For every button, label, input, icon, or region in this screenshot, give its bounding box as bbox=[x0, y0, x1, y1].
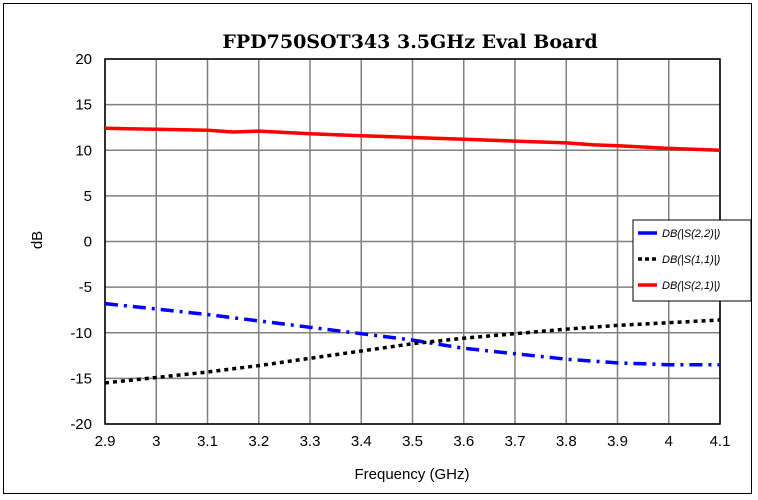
series-2-point bbox=[105, 382, 106, 383]
x-tick-label: 4 bbox=[665, 433, 673, 450]
series-2-point bbox=[258, 365, 259, 366]
series-3-point bbox=[233, 132, 234, 133]
y-tick-label: -5 bbox=[79, 279, 92, 296]
series-1-point bbox=[515, 353, 516, 354]
series-1-point bbox=[617, 362, 618, 363]
x-tick-label: 3.1 bbox=[197, 433, 218, 450]
x-tick-label: 3.6 bbox=[453, 433, 474, 450]
x-axis-label: Frequency (GHz) bbox=[354, 466, 469, 483]
x-tick-label: 3.4 bbox=[351, 433, 372, 450]
series-3-point bbox=[591, 144, 592, 145]
series-3-point bbox=[463, 139, 464, 140]
y-tick-label: -15 bbox=[70, 370, 92, 387]
series-3-point bbox=[412, 137, 413, 138]
series-3-point bbox=[156, 129, 157, 130]
grid bbox=[104, 58, 721, 425]
x-tick-label: 3 bbox=[152, 433, 160, 450]
chart-title: FPD750SOT343 3.5GHz Eval Board bbox=[222, 31, 597, 53]
series-3-point bbox=[720, 150, 721, 151]
series-line-3 bbox=[104, 126, 721, 153]
series-3-point bbox=[668, 148, 669, 149]
y-tick-label: 0 bbox=[84, 234, 92, 251]
series-2-point bbox=[310, 358, 311, 359]
series-2-point bbox=[412, 343, 413, 344]
series-3-point bbox=[258, 131, 259, 132]
series-2-point bbox=[361, 351, 362, 352]
series-line-2 bbox=[104, 318, 721, 385]
series-3-point bbox=[310, 133, 311, 134]
y-tick-label: 20 bbox=[75, 51, 92, 68]
x-tick-label: 3.3 bbox=[300, 433, 321, 450]
series-group bbox=[104, 126, 721, 385]
series-2-point bbox=[207, 371, 208, 372]
series-1-point bbox=[105, 303, 106, 304]
series-3-point bbox=[566, 142, 567, 143]
series-1-point bbox=[361, 333, 362, 334]
series-1-point bbox=[463, 348, 464, 349]
series-1-point bbox=[412, 340, 413, 341]
legend-label-2: DB(|S(1,1)|) bbox=[662, 254, 721, 266]
x-tick-label: 3.5 bbox=[402, 433, 423, 450]
legend: DB(|S(2,2)|) DB(|S(1,1)|) DB(|S(2,1)|) bbox=[632, 219, 752, 302]
y-tick-label: 15 bbox=[75, 97, 92, 114]
series-1-point bbox=[156, 309, 157, 310]
series-1-point bbox=[258, 320, 259, 321]
series-2-point bbox=[720, 319, 721, 320]
series-3-point bbox=[207, 130, 208, 131]
x-tick-label: 3.2 bbox=[248, 433, 269, 450]
y-tick-label: 10 bbox=[75, 142, 92, 159]
series-2-point bbox=[515, 333, 516, 334]
y-axis-label: dB bbox=[29, 231, 46, 249]
series-1-point bbox=[207, 314, 208, 315]
series-2-point bbox=[463, 338, 464, 339]
series-1-point bbox=[720, 364, 721, 365]
y-tick-label: -20 bbox=[70, 416, 92, 433]
series-2-point bbox=[617, 325, 618, 326]
series-3-point bbox=[361, 135, 362, 136]
legend-label-1: DB(|S(2,2)|) bbox=[662, 228, 721, 240]
series-3-point bbox=[617, 145, 618, 146]
y-tick-label: 5 bbox=[84, 188, 92, 205]
x-tick-label: 3.8 bbox=[556, 433, 577, 450]
x-tick-label: 4.1 bbox=[710, 433, 731, 450]
legend-label-3: DB(|S(2,1)|) bbox=[662, 280, 721, 292]
series-2-point bbox=[156, 377, 157, 378]
x-tick-label: 3.7 bbox=[505, 433, 526, 450]
x-ticks: 2.9 3 3.1 3.2 3.3 3.4 3.5 3.6 3.7 3.8 3.9 4 4.1 bbox=[95, 433, 731, 450]
series-2-point bbox=[566, 329, 567, 330]
series-2-point bbox=[668, 322, 669, 323]
series-3-point bbox=[515, 141, 516, 142]
series-1-point bbox=[668, 364, 669, 365]
x-tick-label: 3.9 bbox=[607, 433, 628, 450]
series-1-point bbox=[566, 359, 567, 360]
y-ticks: 20 15 10 5 0 -5 -10 -15 -20 bbox=[70, 51, 92, 433]
series-line-1 bbox=[104, 301, 720, 367]
series-1-point bbox=[310, 327, 311, 328]
x-tick-label: 2.9 bbox=[95, 433, 116, 450]
series-3-point bbox=[105, 128, 106, 129]
y-tick-label: -10 bbox=[70, 325, 92, 342]
